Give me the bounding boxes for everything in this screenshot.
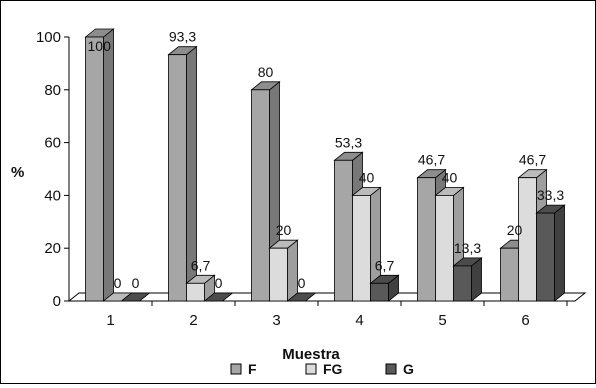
legend-label-f: F bbox=[248, 361, 257, 377]
bar-front bbox=[352, 194, 371, 302]
data-label-fg: 0 bbox=[114, 275, 122, 291]
bar-g-6 bbox=[535, 204, 566, 302]
bar-front bbox=[85, 36, 104, 302]
bar-front bbox=[186, 282, 205, 302]
data-label-g: 0 bbox=[132, 275, 140, 291]
y-tick-label: 40 bbox=[44, 187, 61, 204]
legend-swatch-fg bbox=[305, 363, 317, 375]
bar-front bbox=[435, 194, 454, 302]
bar-front bbox=[500, 247, 519, 302]
x-tick-label: 6 bbox=[521, 312, 529, 329]
y-tick-label: 0 bbox=[53, 293, 61, 310]
bar-top bbox=[120, 292, 151, 302]
data-label-f: 93,3 bbox=[169, 29, 196, 45]
data-label-fg: 40 bbox=[359, 169, 375, 185]
data-label-fg: 20 bbox=[276, 222, 292, 238]
x-axis-title: Muestra bbox=[282, 346, 340, 363]
bar-front bbox=[251, 89, 270, 302]
data-label-g: 0 bbox=[298, 275, 306, 291]
bars-group bbox=[84, 28, 566, 302]
x-tick-label: 3 bbox=[272, 312, 280, 329]
bar-fg-4 bbox=[351, 186, 382, 302]
y-tick-label: 20 bbox=[44, 240, 61, 257]
bar-g-2 bbox=[203, 292, 234, 302]
data-label-f: 46,7 bbox=[418, 152, 445, 168]
bar-side bbox=[287, 239, 298, 302]
x-tick-label: 4 bbox=[355, 312, 363, 329]
legend-swatch-f bbox=[230, 363, 242, 375]
bar-f-2 bbox=[167, 45, 198, 302]
data-label-fg: 46,7 bbox=[519, 152, 546, 168]
bar-front bbox=[536, 212, 555, 302]
data-label-fg: 6,7 bbox=[191, 257, 211, 273]
bar-side bbox=[554, 204, 565, 302]
data-label-f: 80 bbox=[258, 64, 274, 80]
bar-f-1 bbox=[84, 28, 115, 302]
y-axis-title: % bbox=[11, 164, 24, 181]
bar-top bbox=[203, 292, 234, 302]
data-label-fg: 40 bbox=[442, 169, 458, 185]
data-label-g: 6,7 bbox=[375, 257, 395, 273]
bar-front bbox=[518, 177, 537, 302]
x-tick-label: 2 bbox=[189, 312, 197, 329]
bar-fg-3 bbox=[268, 239, 299, 302]
bar-f-3 bbox=[250, 80, 281, 302]
data-label-g: 33,3 bbox=[537, 187, 564, 203]
data-label-f: 20 bbox=[507, 222, 523, 238]
bar-g-3 bbox=[286, 292, 317, 302]
bar-g-1 bbox=[120, 292, 151, 302]
bar-front bbox=[370, 282, 389, 302]
data-label-g: 13,3 bbox=[454, 240, 481, 256]
data-label-f: 100 bbox=[88, 38, 112, 54]
data-label-f: 53,3 bbox=[335, 134, 362, 150]
bar-side bbox=[103, 28, 114, 302]
bar-front bbox=[334, 159, 353, 302]
bar-front bbox=[168, 54, 187, 302]
legend: F FG G bbox=[230, 361, 414, 377]
bar-top bbox=[286, 292, 317, 302]
y-tick-label: 80 bbox=[44, 82, 61, 99]
bar-front bbox=[453, 265, 472, 302]
x-tick-label: 5 bbox=[438, 312, 446, 329]
bar-front bbox=[417, 177, 436, 302]
data-label-g: 0 bbox=[215, 275, 223, 291]
bar-g-4 bbox=[369, 274, 400, 302]
legend-label-fg: FG bbox=[323, 361, 343, 377]
bar-g-5 bbox=[452, 257, 483, 302]
y-tick-label: 100 bbox=[36, 29, 61, 46]
y-tick-label: 60 bbox=[44, 135, 61, 152]
legend-label-g: G bbox=[403, 361, 414, 377]
x-tick-label: 1 bbox=[106, 312, 114, 329]
chart-axes: 0 20 40 60 80 100 1 2 3 4 5 6 bbox=[36, 29, 575, 329]
bar-front bbox=[269, 247, 288, 302]
legend-swatch-g bbox=[385, 363, 397, 375]
